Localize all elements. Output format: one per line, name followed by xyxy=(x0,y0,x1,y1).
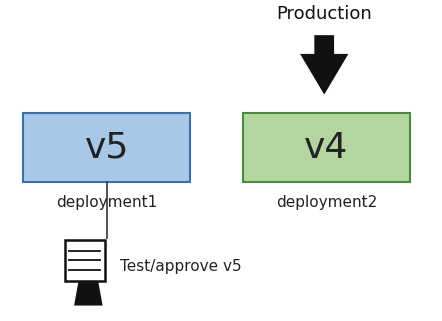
Bar xyxy=(243,113,410,182)
Text: v4: v4 xyxy=(304,131,349,165)
Text: Test/approve v5: Test/approve v5 xyxy=(120,259,242,274)
Polygon shape xyxy=(74,282,103,306)
Bar xyxy=(65,240,105,281)
Text: deployment1: deployment1 xyxy=(56,195,157,210)
Text: v5: v5 xyxy=(84,131,129,165)
Bar xyxy=(23,113,190,182)
Polygon shape xyxy=(300,35,348,95)
Text: deployment2: deployment2 xyxy=(276,195,377,210)
Text: Production: Production xyxy=(276,5,372,23)
